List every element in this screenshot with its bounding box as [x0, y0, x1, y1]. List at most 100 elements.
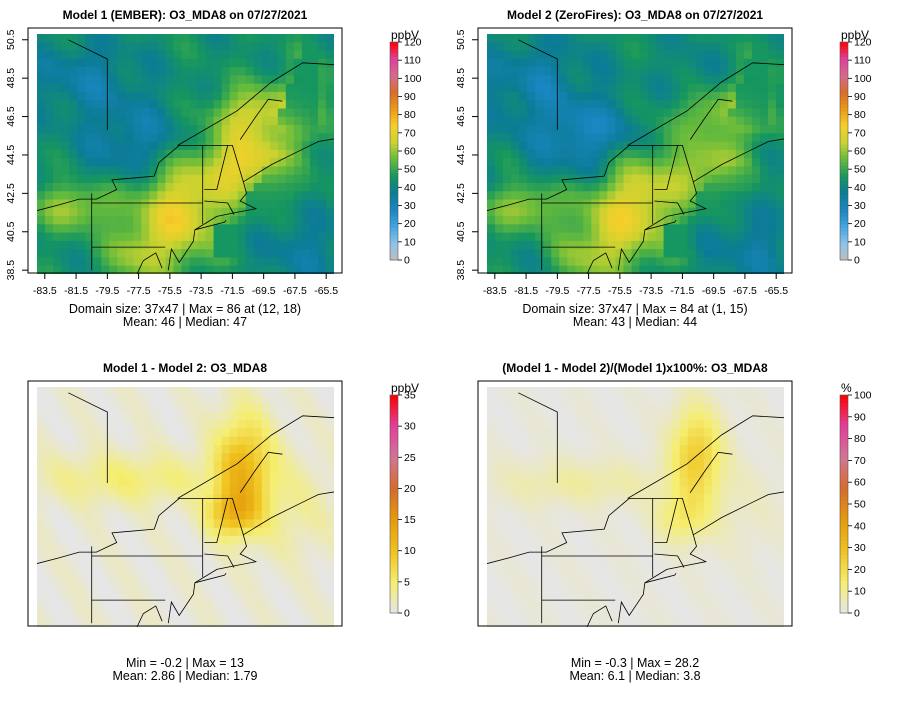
grid-cell [735, 50, 745, 60]
grid-cell [535, 602, 544, 612]
grid-cell [213, 34, 223, 43]
grid-cell [559, 141, 568, 151]
grid-cell [607, 436, 617, 446]
grid-cell [575, 461, 584, 471]
grid-cell [503, 207, 512, 217]
grid-cell [623, 593, 633, 603]
grid-cell [205, 240, 215, 250]
grid-cell [125, 494, 134, 504]
grid-cell [519, 494, 528, 504]
grid-cell [743, 75, 753, 85]
colorbar-swatch [840, 121, 848, 127]
grid-cell [655, 149, 665, 159]
grid-cell [767, 224, 777, 234]
grid-cell [325, 552, 334, 562]
colorbar-swatch [390, 529, 398, 534]
grid-cell [149, 461, 159, 471]
grid-cell [149, 494, 159, 504]
grid-cell [719, 232, 729, 242]
grid-cell [695, 42, 705, 52]
grid-cell [775, 519, 784, 529]
grid-cell [535, 249, 544, 259]
grid-cell [61, 387, 70, 396]
grid-cell [245, 436, 255, 446]
grid-cell [205, 141, 215, 151]
grid-cell [759, 469, 769, 479]
grid-cell [671, 602, 681, 612]
grid-cell [77, 552, 86, 562]
grid-cell [181, 469, 191, 479]
grid-cell [527, 535, 536, 545]
grid-cell [663, 232, 673, 242]
grid-cell [197, 428, 207, 438]
grid-cell [679, 502, 689, 512]
grid-cell [213, 395, 223, 405]
grid-cell [767, 469, 777, 479]
grid-cell [527, 83, 536, 93]
grid-cell [655, 191, 665, 201]
grid-cell [325, 141, 334, 151]
grid-cell [77, 141, 86, 151]
colorbar-swatch [840, 125, 848, 130]
grid-cell [165, 453, 175, 463]
grid-cell [527, 420, 536, 429]
grid-cell [45, 149, 54, 159]
grid-cell [687, 265, 697, 274]
grid-cell [245, 502, 255, 512]
grid-cell [229, 174, 239, 184]
grid-cell [181, 535, 191, 545]
colorbar-swatch [840, 489, 848, 494]
grid-cell [495, 511, 504, 521]
grid-cell [615, 395, 625, 405]
grid-cell [495, 166, 504, 176]
grid-cell [309, 232, 319, 242]
grid-cell [133, 577, 142, 587]
grid-cell [157, 141, 167, 151]
grid-cell [759, 511, 769, 521]
colorbar-swatch [390, 230, 398, 236]
grid-cell [45, 141, 54, 151]
grid-cell [527, 527, 536, 537]
grid-cell [759, 610, 769, 620]
grid-cell [623, 535, 633, 545]
grid-cell [735, 91, 745, 101]
grid-cell [519, 428, 528, 438]
grid-cell [229, 511, 239, 521]
grid-cell [639, 411, 649, 421]
grid-cell [519, 67, 528, 76]
grid-cell [647, 569, 657, 578]
grid-cell [495, 42, 504, 52]
grid-cell [671, 618, 681, 627]
grid-cell [615, 544, 625, 554]
grid-cell [45, 602, 54, 612]
grid-cell [213, 436, 223, 446]
grid-cell [767, 249, 777, 259]
grid-cell [631, 486, 641, 496]
grid-cell [775, 560, 784, 570]
grid-cell [189, 403, 199, 413]
grid-cell [535, 67, 544, 76]
grid-cell [69, 199, 78, 209]
grid-cell [301, 585, 311, 595]
grid-cell [735, 593, 745, 603]
grid-cell [61, 58, 70, 68]
grid-cell [495, 428, 504, 438]
grid-cell [503, 166, 512, 176]
grid-cell [117, 34, 126, 43]
grid-cell [261, 141, 271, 151]
grid-cell [527, 502, 536, 512]
grid-cell [277, 232, 287, 242]
grid-cell [93, 428, 102, 438]
grid-cell [511, 58, 520, 68]
grid-cell [511, 494, 520, 504]
grid-cell [775, 469, 784, 479]
grid-cell [117, 42, 126, 52]
grid-cell [551, 486, 560, 496]
grid-cell [559, 67, 568, 76]
grid-cell [133, 502, 142, 512]
grid-cell [141, 610, 150, 620]
grid-cell [759, 191, 769, 201]
grid-cell [727, 158, 737, 168]
grid-cell [317, 240, 327, 250]
grid-cell [567, 67, 576, 76]
